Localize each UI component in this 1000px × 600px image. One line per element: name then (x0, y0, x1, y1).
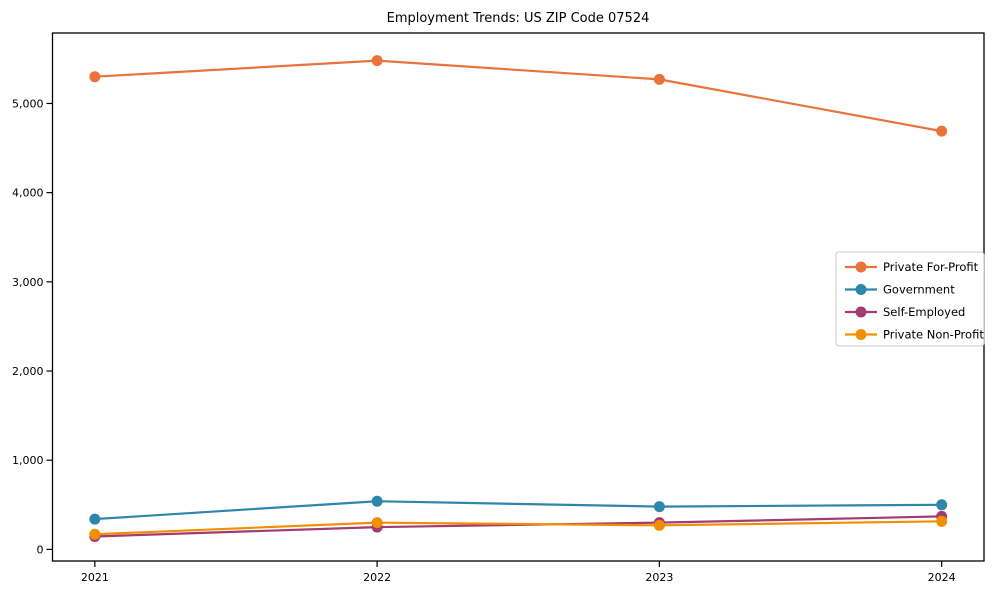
y-tick-label: 0 (37, 543, 44, 556)
chart-title: Employment Trends: US ZIP Code 07524 (387, 11, 650, 26)
x-tick-label: 2022 (363, 571, 391, 584)
data-point (653, 519, 665, 531)
series-line (93, 520, 943, 536)
legend-entry: Private Non-Profit (845, 328, 984, 342)
legend-marker (855, 284, 867, 295)
legend-entry: Private For-Profit (845, 260, 979, 274)
series-group (89, 55, 948, 542)
data-point (936, 125, 948, 137)
data-point (653, 501, 665, 513)
data-point (371, 55, 383, 67)
legend-label: Government (883, 283, 955, 297)
data-point (936, 499, 948, 511)
data-point (371, 495, 383, 507)
x-tick-label: 2024 (928, 571, 956, 584)
legend-marker (855, 329, 867, 340)
series-line (93, 515, 943, 538)
data-point (89, 528, 101, 540)
legend-label: Self-Employed (883, 305, 965, 319)
legend-marker (855, 306, 867, 318)
legend-marker (855, 261, 867, 273)
data-point (936, 515, 948, 527)
y-tick-label: 5,000 (12, 97, 44, 110)
series-private-non-profit (89, 515, 948, 540)
y-tick-label: 3,000 (12, 276, 44, 289)
y-tick-label: 1,000 (12, 454, 44, 467)
legend-box (835, 251, 985, 347)
data-point (89, 71, 101, 83)
legend-label: Private For-Profit (883, 260, 979, 274)
x-tick-label: 2023 (645, 571, 673, 584)
data-point (653, 73, 665, 85)
series-private-for-profit (89, 55, 948, 137)
data-point (371, 517, 383, 529)
series-line (93, 500, 943, 521)
series-self-employed (89, 510, 948, 542)
legend-entry: Self-Employed (845, 305, 965, 319)
legend-entry: Government (845, 283, 955, 297)
y-tick-label: 4,000 (12, 187, 44, 200)
series-government (89, 495, 948, 525)
x-tick-label: 2021 (81, 571, 109, 584)
y-tick-label: 2,000 (12, 365, 44, 378)
series-line (93, 59, 943, 133)
data-point (89, 513, 101, 525)
x-axis: 2021 2022 2023 2024 (81, 561, 956, 584)
legend: Private For-Profit Government Self-Employe… (835, 251, 985, 347)
legend-label: Private Non-Profit (883, 328, 984, 342)
y-axis: 0 1,000 2,000 3,000 4,000 5,000 (12, 97, 53, 556)
